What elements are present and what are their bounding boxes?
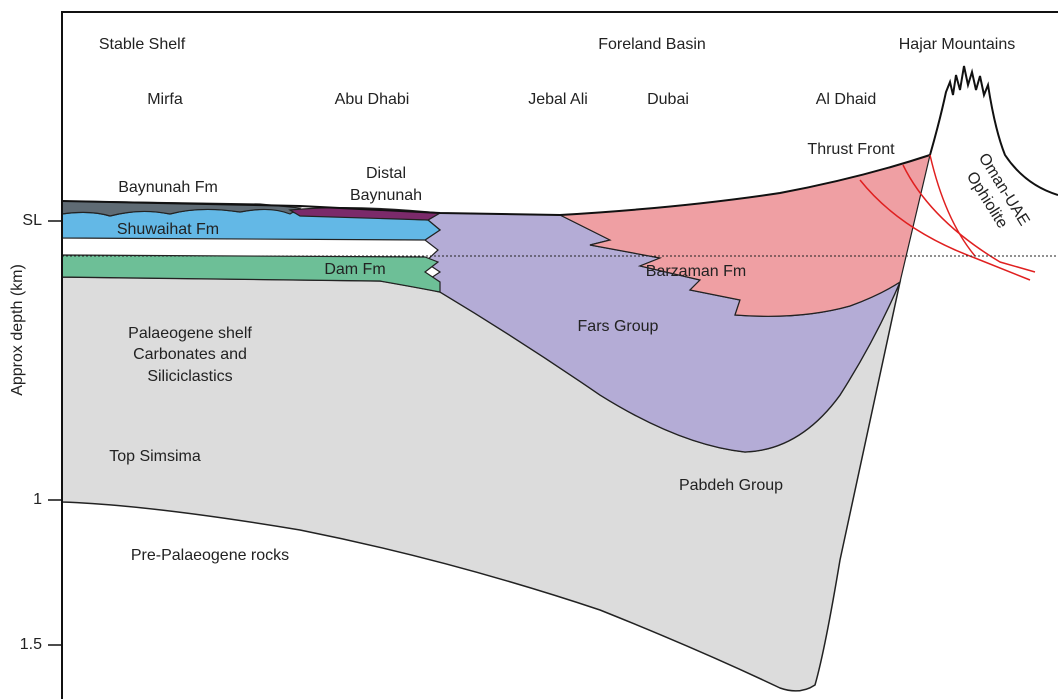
tick-label: 1 bbox=[33, 491, 42, 508]
region-label: Foreland Basin bbox=[598, 36, 706, 53]
unit-label: Thrust Front bbox=[807, 141, 895, 158]
unit-label: Baynunah bbox=[350, 187, 422, 204]
axis-label: Approx depth (km) bbox=[9, 264, 26, 396]
region-label: Hajar Mountains bbox=[899, 36, 1016, 53]
unit-label: Siliciclastics bbox=[147, 368, 232, 385]
unit-label: Barzaman Fm bbox=[646, 263, 746, 280]
place-label: Mirfa bbox=[147, 91, 183, 108]
place-label: Dubai bbox=[647, 91, 689, 108]
unit-label: Top Simsima bbox=[109, 448, 201, 465]
place-label: Al Dhaid bbox=[816, 91, 876, 108]
unit-label: Pre-Palaeogene rocks bbox=[131, 547, 289, 564]
place-label: Jebal Ali bbox=[528, 91, 588, 108]
tick-label: SL bbox=[22, 212, 42, 229]
unit-label: Distal bbox=[366, 165, 406, 182]
unit-label: Palaeogene shelf bbox=[128, 325, 252, 342]
unit-label: Carbonates and bbox=[133, 346, 247, 363]
region-label: Stable Shelf bbox=[99, 36, 186, 53]
tick-label: 1.5 bbox=[20, 636, 42, 653]
cross-section: SL 1 1.5 Approx depth (km) Stable Shelf … bbox=[0, 0, 1058, 699]
unit-label: Dam Fm bbox=[324, 261, 385, 278]
unit-label: Fars Group bbox=[578, 318, 659, 335]
unit-label: Baynunah Fm bbox=[118, 179, 218, 196]
axis-ticks bbox=[48, 221, 62, 645]
unit-label: Shuwaihat Fm bbox=[117, 221, 219, 238]
unit-label: Pabdeh Group bbox=[679, 477, 783, 494]
place-label: Abu Dhabi bbox=[335, 91, 410, 108]
